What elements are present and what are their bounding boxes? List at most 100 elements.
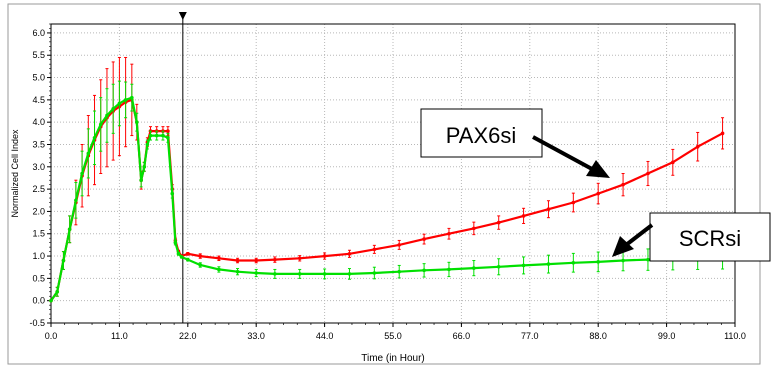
y-tick-label: 0.5 [32, 273, 45, 283]
data-point [372, 247, 377, 252]
data-point [422, 237, 426, 241]
y-tick-label: 1.0 [32, 251, 45, 261]
y-tick-label: 4.0 [32, 117, 45, 127]
scrsi-label: SCRsi [679, 226, 741, 251]
annotations: PAX6si SCRsi [420, 108, 771, 262]
chart-frame [7, 3, 761, 365]
y-tick-label: 0.0 [32, 296, 45, 306]
pax6si-arrow-shaft [532, 135, 593, 171]
x-axis-label: Time (in Hour) [361, 353, 425, 364]
data-point [139, 178, 143, 182]
data-point [135, 120, 139, 124]
x-tick-label: 88.0 [589, 331, 607, 341]
data-point [372, 271, 377, 275]
y-tick-label: 6.0 [32, 28, 45, 38]
data-point [166, 135, 170, 140]
axes: 0.0 11.0 22.0 33.0 44.0 55.0 66.0 77.0 88.0 99.0 1… [10, 12, 746, 364]
scrsi-label-box [649, 212, 771, 262]
data-point [86, 151, 91, 156]
scrsi-arrow-shaft [624, 223, 654, 247]
data-point [571, 260, 576, 265]
x-tick-label: 11.0 [111, 331, 128, 341]
y-tick-label: 2.0 [32, 206, 45, 216]
data-point [198, 263, 203, 267]
x-tick-label: 66.0 [453, 331, 471, 341]
data-point [472, 266, 476, 270]
data-point [49, 298, 53, 303]
pax6si-arrow-head [586, 160, 610, 178]
data-point [145, 142, 150, 147]
data-point [422, 268, 426, 273]
data-point [142, 165, 147, 169]
pax6si-label-box [420, 108, 543, 158]
data-point [472, 226, 476, 231]
series-SCRsi [49, 80, 725, 303]
data-point [170, 191, 175, 196]
x-tick-label: 0.0 [45, 331, 58, 341]
data-point [80, 171, 84, 176]
y-tick-label: 2.5 [32, 184, 45, 194]
data-point [117, 101, 122, 106]
series [49, 56, 725, 303]
data-point [173, 240, 178, 245]
data-point [186, 252, 190, 256]
x-tick-label: 77.0 [521, 331, 539, 341]
y-tick-label: 3.5 [32, 139, 45, 149]
y-tick-label: 5.0 [32, 73, 45, 83]
data-point [273, 257, 277, 262]
data-point [166, 129, 170, 133]
data-point [92, 135, 97, 140]
y-axis-label: Normalized Cell Index [10, 129, 20, 218]
data-point [621, 182, 625, 187]
data-point [61, 258, 66, 263]
data-point [154, 133, 159, 138]
data-point [546, 262, 551, 266]
x-tick-label: 33.0 [247, 331, 265, 341]
data-point [646, 257, 650, 262]
x-tick-label: 55.0 [384, 331, 402, 341]
data-point [397, 243, 402, 247]
x-tick-label: 110.0 [724, 331, 746, 341]
y-tick-label: 3.0 [32, 162, 45, 172]
data-point [496, 264, 501, 269]
data-point [297, 272, 302, 276]
data-point [186, 257, 190, 262]
data-point [347, 272, 352, 276]
data-point [179, 255, 184, 259]
marker-triangle [178, 12, 187, 20]
data-point [521, 214, 526, 218]
data-point [546, 207, 551, 212]
y-tick-label: 4.5 [32, 95, 45, 105]
data-point [322, 272, 327, 276]
data-point [720, 131, 725, 136]
data-point [98, 122, 103, 127]
data-point [447, 267, 451, 272]
data-point [596, 191, 600, 196]
data-point [322, 254, 327, 258]
data-point [695, 144, 700, 149]
data-point [111, 106, 115, 111]
data-point [596, 260, 600, 264]
data-point [397, 269, 402, 274]
data-point [646, 171, 650, 176]
data-point [148, 133, 153, 138]
y-tick-label: 5.5 [32, 50, 45, 60]
data-point [161, 133, 165, 138]
data-point [621, 258, 625, 263]
data-point [123, 98, 128, 102]
data-point [671, 160, 675, 165]
data-point [571, 200, 576, 205]
data-point [55, 289, 60, 294]
data-point [235, 258, 240, 263]
data-point [521, 263, 526, 268]
x-tick-label: 22.0 [179, 331, 197, 341]
data-point [297, 256, 302, 261]
data-point [217, 267, 221, 272]
data-point [347, 252, 352, 256]
series-line [50, 96, 723, 302]
data-point [235, 269, 240, 274]
pax6si-label: PAX6si [446, 123, 517, 148]
data-point [496, 220, 501, 225]
